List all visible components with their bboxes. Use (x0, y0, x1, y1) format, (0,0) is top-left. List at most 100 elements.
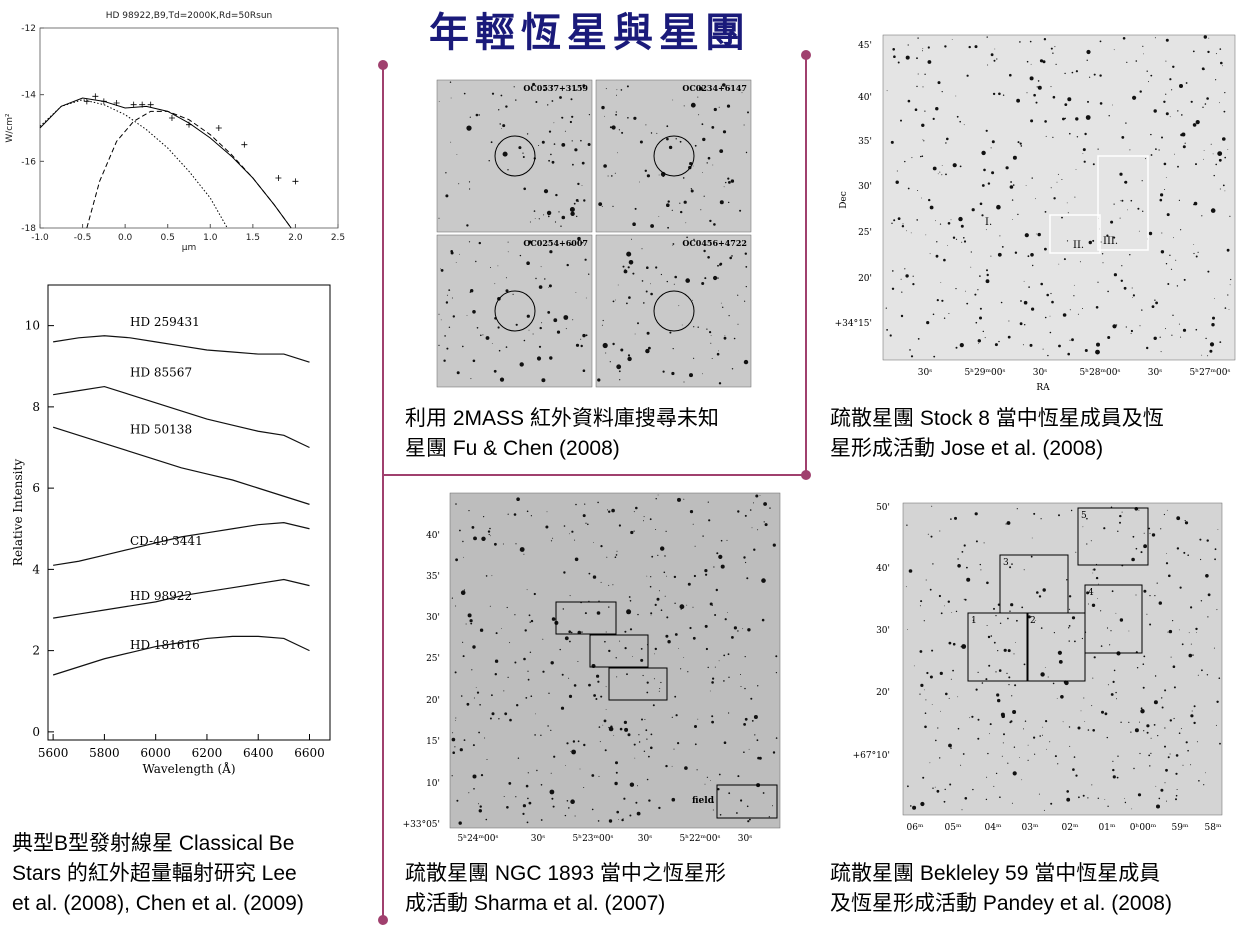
star-dot (1142, 663, 1145, 665)
star-dot (1099, 102, 1103, 105)
star-dot (606, 556, 608, 558)
star-dot (548, 130, 552, 133)
star-dot (665, 530, 667, 533)
star-dot (1190, 606, 1193, 609)
star-dot (522, 156, 525, 158)
star-dot (1066, 579, 1068, 581)
star-dot (974, 512, 978, 516)
star-dot (886, 329, 888, 331)
star-dot (966, 74, 969, 77)
star-dot (1161, 232, 1163, 234)
star-dot (724, 618, 727, 621)
star-dot (1164, 745, 1166, 748)
star-dot (1042, 588, 1046, 592)
star-dot (515, 323, 518, 326)
star-dot (1210, 208, 1216, 213)
star-dot (939, 671, 943, 676)
star-dot (624, 727, 629, 732)
star-dot (1009, 73, 1012, 77)
star-dot (1224, 307, 1227, 309)
star-dot (1009, 566, 1012, 569)
star-dot (658, 174, 660, 176)
data-point (241, 141, 248, 148)
star-dot (502, 124, 506, 128)
star-dot (445, 301, 449, 304)
star-dot (929, 588, 932, 591)
star-dot (1058, 514, 1060, 517)
star-dot (936, 299, 939, 302)
star-dot (711, 358, 713, 359)
star-dot (922, 139, 924, 141)
star-dot (666, 137, 669, 141)
sky-image (882, 34, 1236, 361)
star-dot (646, 266, 649, 270)
star-dot (513, 86, 515, 88)
star-dot (632, 656, 633, 657)
star-dot (650, 612, 653, 615)
star-dot (1112, 104, 1113, 106)
star-dot (528, 240, 532, 244)
star-dot (650, 283, 651, 285)
star-dot (1107, 290, 1109, 293)
star-dot (1146, 731, 1149, 734)
y-tick-label: +34°15' (835, 319, 872, 329)
star-dot (960, 646, 962, 648)
star-dot (538, 345, 542, 348)
star-dot (960, 764, 962, 766)
star-dot (1168, 629, 1173, 634)
star-dot (981, 682, 984, 684)
star-dot (913, 665, 915, 667)
star-dot (1145, 158, 1147, 160)
star-dot (686, 236, 688, 239)
star-dot (683, 200, 687, 204)
star-dot (923, 620, 925, 622)
star-dot (917, 73, 919, 75)
star-dot (1224, 190, 1226, 192)
star-dot (1050, 187, 1052, 189)
data-point (83, 98, 90, 105)
star-dot (912, 283, 915, 286)
star-dot (1082, 153, 1084, 155)
star-dot (1107, 684, 1109, 686)
x-tick-label: 2.5 (331, 233, 345, 243)
star-dot (966, 302, 969, 305)
star-dot (523, 657, 526, 661)
star-dot (1023, 569, 1025, 571)
star-dot (487, 530, 491, 533)
star-dot (1051, 300, 1054, 304)
star-dot (715, 588, 718, 592)
star-dot (650, 224, 654, 228)
star-dot (483, 516, 485, 518)
star-dot (987, 635, 991, 639)
x-axis-label: μm (182, 243, 197, 253)
star-dot (983, 168, 986, 172)
star-dot (471, 526, 475, 529)
star-dot (1020, 300, 1022, 302)
star-dot (1069, 339, 1071, 341)
star-dot (1107, 805, 1109, 807)
star-dot (615, 657, 617, 659)
star-dot (1188, 632, 1190, 634)
star-dot (659, 688, 661, 689)
star-dot (462, 655, 465, 658)
star-dot (1138, 509, 1140, 511)
star-dot (905, 55, 910, 60)
star-dot (605, 686, 607, 688)
star-dot (601, 324, 603, 326)
star-dot (1206, 539, 1209, 542)
star-dot (462, 345, 464, 348)
star-dot (1001, 755, 1003, 757)
series-label: HD 98922 (130, 589, 192, 603)
star-dot (1007, 617, 1009, 620)
caption-line: 疏散星團 Stock 8 當中恆星成員及恆 (830, 407, 1164, 430)
star-dot (534, 734, 536, 736)
data-point (139, 101, 146, 108)
star-dot (722, 130, 727, 134)
star-dot (733, 626, 738, 630)
star-dot (925, 699, 927, 701)
star-dot (553, 755, 556, 758)
cluster-circle (653, 135, 695, 177)
region-box (1077, 507, 1149, 566)
star-dot (1116, 698, 1117, 700)
star-dot (1067, 352, 1070, 356)
